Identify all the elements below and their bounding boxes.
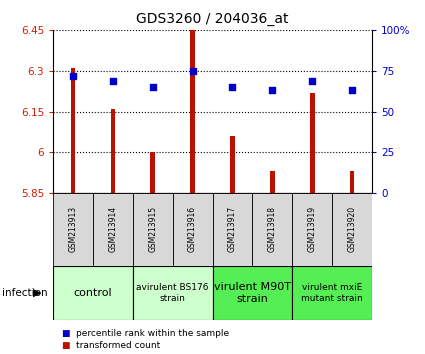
Text: transformed count: transformed count xyxy=(76,341,161,350)
Text: GSM213918: GSM213918 xyxy=(268,206,277,252)
Text: GDS3260 / 204036_at: GDS3260 / 204036_at xyxy=(136,12,289,27)
Bar xyxy=(173,193,212,266)
Point xyxy=(70,73,76,79)
Text: GSM213919: GSM213919 xyxy=(308,206,317,252)
Text: GSM213913: GSM213913 xyxy=(68,206,77,252)
Text: percentile rank within the sample: percentile rank within the sample xyxy=(76,329,230,338)
Text: infection: infection xyxy=(2,288,48,298)
Text: ▶: ▶ xyxy=(33,288,42,298)
Text: GSM213914: GSM213914 xyxy=(108,206,117,252)
Text: avirulent BS176
strain: avirulent BS176 strain xyxy=(136,283,209,303)
Bar xyxy=(230,136,235,193)
Bar xyxy=(252,193,292,266)
Bar xyxy=(270,171,275,193)
Bar xyxy=(292,193,332,266)
Point xyxy=(348,87,355,93)
Bar xyxy=(71,68,75,193)
Point xyxy=(309,78,315,84)
Text: GSM213917: GSM213917 xyxy=(228,206,237,252)
Point xyxy=(189,68,196,74)
Point xyxy=(110,78,116,84)
Bar xyxy=(190,30,195,193)
Bar xyxy=(150,152,155,193)
Point xyxy=(229,84,236,90)
Bar xyxy=(133,193,173,266)
Text: GSM213916: GSM213916 xyxy=(188,206,197,252)
Text: GSM213920: GSM213920 xyxy=(348,206,357,252)
Text: GSM213915: GSM213915 xyxy=(148,206,157,252)
Text: virulent M90T
strain: virulent M90T strain xyxy=(214,282,291,304)
Point xyxy=(149,84,156,90)
Bar xyxy=(53,193,93,266)
Bar xyxy=(93,193,133,266)
Bar xyxy=(349,171,354,193)
Text: virulent mxiE
mutant strain: virulent mxiE mutant strain xyxy=(301,283,363,303)
Text: control: control xyxy=(74,288,112,298)
Bar xyxy=(110,109,115,193)
Point xyxy=(269,87,276,93)
Text: ■: ■ xyxy=(62,341,70,350)
Bar xyxy=(133,266,212,320)
Bar xyxy=(332,193,372,266)
Bar xyxy=(310,92,314,193)
Bar xyxy=(212,193,252,266)
Bar xyxy=(292,266,372,320)
Text: ■: ■ xyxy=(62,329,70,338)
Bar xyxy=(212,266,292,320)
Bar xyxy=(53,266,133,320)
